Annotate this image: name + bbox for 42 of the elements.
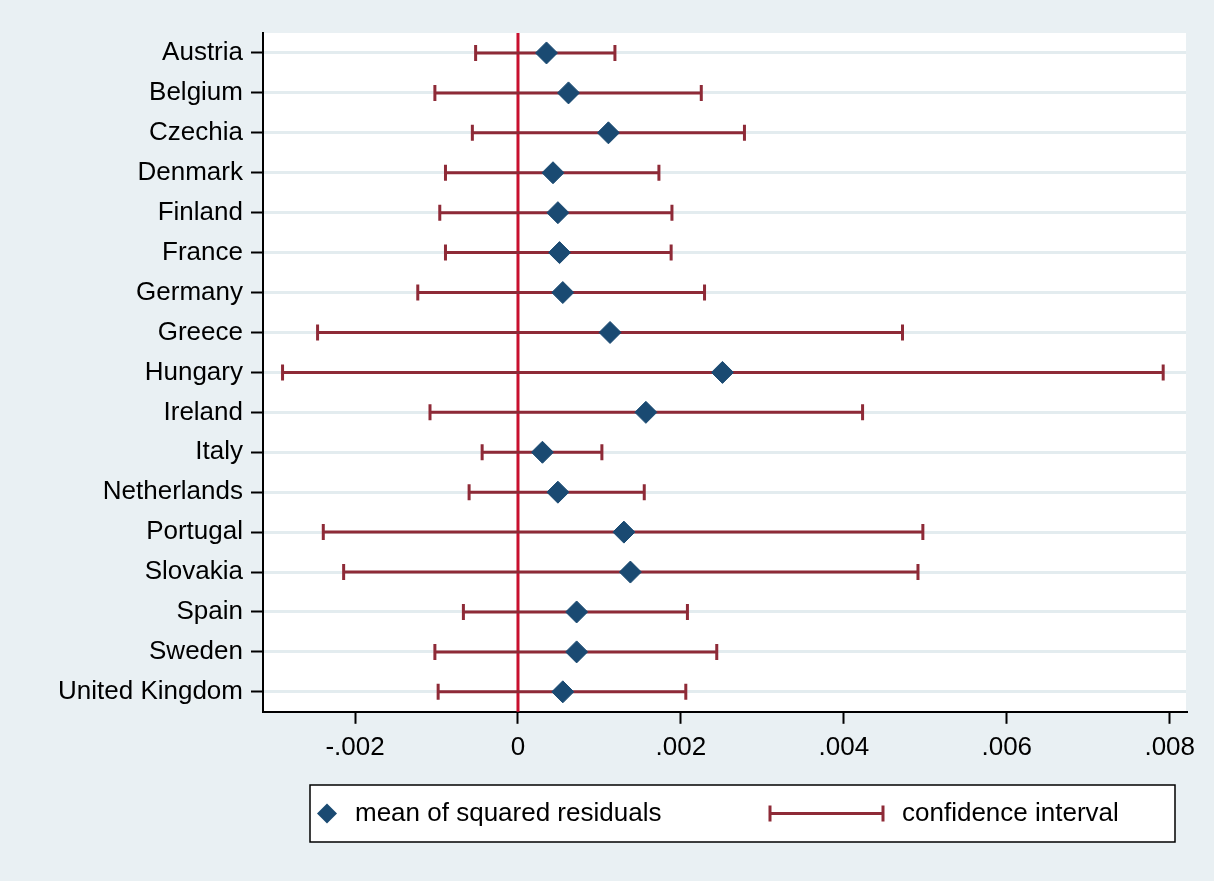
y-tick-label: Ireland: [163, 395, 243, 426]
y-tick-label: France: [162, 235, 243, 266]
point: [546, 201, 570, 225]
x-tick-label: .004: [818, 730, 870, 761]
point: [551, 281, 575, 305]
y-tick-label: Denmark: [137, 155, 244, 186]
x-tick-label: 0: [510, 730, 526, 761]
y-tick-label: United Kingdom: [58, 675, 243, 706]
x-tick-label: .006: [981, 730, 1033, 761]
y-tick-label: Netherlands: [102, 475, 243, 506]
point: [546, 480, 570, 504]
y-tick-label: Czechia: [149, 116, 244, 146]
point: [612, 520, 636, 544]
y-tick-label: Italy: [195, 435, 243, 466]
point: [548, 241, 572, 265]
point: [565, 600, 589, 624]
y-tick-label: Portugal: [146, 515, 243, 546]
y-tick-label: Slovakia: [144, 555, 244, 586]
y-tick-label: Spain: [176, 595, 243, 626]
y-tick-label: Greece: [157, 315, 243, 346]
point: [596, 121, 620, 145]
y-tick-label: Belgium: [149, 76, 243, 107]
x-tick-label: -.002: [325, 730, 385, 761]
y-tick-label: Sweden: [149, 635, 243, 666]
point: [598, 320, 622, 344]
point: [618, 560, 642, 584]
point: [535, 41, 558, 65]
point: [541, 161, 565, 185]
y-tick-label: Germany: [136, 275, 243, 306]
point: [556, 81, 580, 105]
point: [551, 680, 575, 704]
x-tick-label: .002: [655, 730, 707, 761]
legend-label: mean of squared residuals: [355, 796, 662, 827]
y-tick-label: Hungary: [144, 355, 243, 386]
point: [530, 440, 554, 464]
y-tick-label: Austria: [162, 36, 244, 67]
x-tick-label: .008: [1144, 730, 1196, 761]
y-tick-label: Finland: [157, 195, 243, 226]
point: [565, 640, 589, 664]
point: [710, 360, 734, 384]
point: [634, 400, 658, 424]
text: confidence interval: [902, 796, 1119, 827]
